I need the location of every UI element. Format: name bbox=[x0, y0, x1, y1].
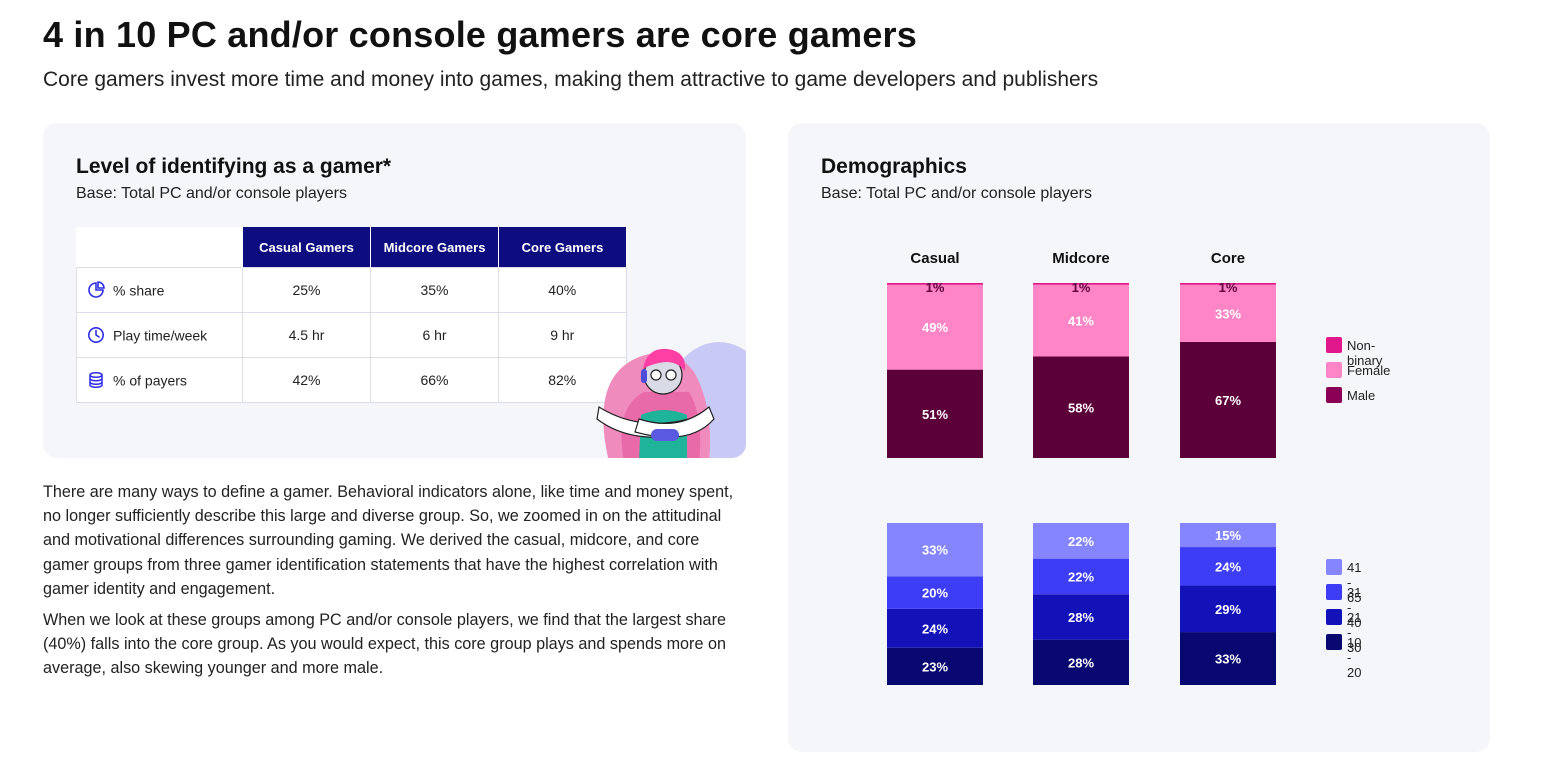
demographics-card: Demographics Base: Total PC and/or conso… bbox=[788, 123, 1490, 752]
body-paragraph-1: There are many ways to define a gamer. B… bbox=[43, 483, 734, 598]
data-label: 22% bbox=[1068, 569, 1094, 584]
category-label-midcore: Midcore bbox=[1052, 250, 1110, 267]
data-label: 24% bbox=[1215, 559, 1241, 574]
pie-chart-icon bbox=[87, 281, 105, 299]
bar-segment-21-30-core bbox=[1180, 585, 1276, 633]
data-label: 23% bbox=[922, 659, 948, 674]
column-header-midcore: Midcore Gamers bbox=[370, 227, 499, 268]
legend-swatch bbox=[1326, 362, 1342, 378]
bar-segment-21-30-casual bbox=[887, 608, 983, 648]
category-label-casual: Casual bbox=[910, 250, 959, 267]
page-subtitle: Core gamers invest more time and money i… bbox=[43, 68, 1099, 91]
legend-swatch bbox=[1326, 609, 1342, 625]
legend-swatch bbox=[1326, 634, 1342, 650]
bar-segment-10-20-core bbox=[1180, 632, 1276, 685]
data-label: 33% bbox=[922, 543, 948, 558]
legend-swatch bbox=[1326, 387, 1342, 403]
bar-segment-female-casual bbox=[887, 284, 983, 370]
clock-icon bbox=[87, 326, 105, 344]
gamer-level-title: Level of identifying as a gamer* bbox=[76, 155, 392, 178]
page-title: 4 in 10 PC and/or console gamers are cor… bbox=[43, 14, 917, 55]
table-row: % of payers 42% 66% 82% bbox=[76, 357, 627, 403]
column-header-core: Core Gamers bbox=[498, 227, 626, 268]
column-header-casual: Casual Gamers bbox=[242, 227, 371, 268]
row-label-share: % share bbox=[76, 267, 243, 313]
demographics-title: Demographics bbox=[821, 155, 967, 178]
data-label: 22% bbox=[1068, 534, 1094, 549]
data-label: 1% bbox=[1072, 280, 1091, 295]
data-label: 15% bbox=[1215, 528, 1241, 543]
bar-segment-non-binary-casual bbox=[887, 283, 983, 285]
data-label: 58% bbox=[1068, 400, 1094, 415]
bar-segment-41-65-casual bbox=[887, 523, 983, 577]
bar-segment-female-core bbox=[1180, 284, 1276, 342]
data-label: 1% bbox=[1219, 280, 1238, 295]
body-paragraph-2: When we look at these groups among PC an… bbox=[43, 611, 726, 678]
data-label: 28% bbox=[1068, 655, 1094, 670]
table-cell: 40% bbox=[498, 267, 627, 313]
table-row: % share 25% 35% 40% bbox=[76, 267, 627, 313]
row-label-playtime: Play time/week bbox=[76, 312, 243, 358]
data-label: 20% bbox=[922, 586, 948, 601]
bar-segment-21-30-midcore bbox=[1033, 594, 1129, 640]
table-row: Play time/week 4.5 hr 6 hr 9 hr bbox=[76, 312, 627, 358]
bar-segment-male-midcore bbox=[1033, 356, 1129, 458]
data-label: 33% bbox=[1215, 652, 1241, 667]
bar-segment-non-binary-midcore bbox=[1033, 283, 1129, 285]
table-cell: 35% bbox=[370, 267, 499, 313]
data-label: 41% bbox=[1068, 314, 1094, 329]
coins-icon bbox=[87, 371, 105, 389]
bar-segment-male-casual bbox=[887, 369, 983, 458]
gamer-level-table: Casual Gamers Midcore Gamers Core Gamers… bbox=[76, 227, 627, 403]
table-cell: 82% bbox=[498, 357, 627, 403]
bar-segment-10-20-casual bbox=[887, 647, 983, 685]
bar-segment-41-65-core bbox=[1180, 523, 1276, 548]
data-label: 51% bbox=[922, 407, 948, 422]
table-cell: 66% bbox=[370, 357, 499, 403]
table-cell: 25% bbox=[242, 267, 371, 313]
table-cell: 6 hr bbox=[370, 312, 499, 358]
legend-swatch bbox=[1326, 584, 1342, 600]
data-label: 67% bbox=[1215, 393, 1241, 408]
data-label: 1% bbox=[926, 280, 945, 295]
bar-segment-female-midcore bbox=[1033, 284, 1129, 357]
bar-segment-31-40-midcore bbox=[1033, 558, 1129, 595]
gamer-level-base: Base: Total PC and/or console players bbox=[76, 185, 347, 202]
legend-swatch bbox=[1326, 337, 1342, 353]
category-label-core: Core bbox=[1211, 250, 1245, 267]
gamer-illustration bbox=[596, 342, 746, 458]
legend-swatch bbox=[1326, 559, 1342, 575]
bar-segment-10-20-midcore bbox=[1033, 639, 1129, 685]
demographics-base: Base: Total PC and/or console players bbox=[821, 185, 1092, 202]
data-label: 29% bbox=[1215, 602, 1241, 617]
bar-segment-non-binary-core bbox=[1180, 283, 1276, 285]
bar-segment-41-65-midcore bbox=[1033, 523, 1129, 559]
bar-segment-31-40-casual bbox=[887, 576, 983, 609]
gamer-level-card: Level of identifying as a gamer* Base: T… bbox=[43, 123, 746, 458]
data-label: 28% bbox=[1068, 610, 1094, 625]
bar-segment-31-40-core bbox=[1180, 547, 1276, 586]
data-label: 49% bbox=[922, 320, 948, 335]
data-label: 24% bbox=[922, 621, 948, 636]
table-corner bbox=[77, 227, 243, 268]
row-label-payers: % of payers bbox=[76, 357, 243, 403]
bar-segment-male-core bbox=[1180, 341, 1276, 458]
table-cell: 4.5 hr bbox=[242, 312, 371, 358]
table-cell: 42% bbox=[242, 357, 371, 403]
demographics-chart: Casual 51% 49% 1% Midcore 58% 41% 1% Core 67% 33% 1… bbox=[887, 250, 1276, 685]
data-label: 33% bbox=[1215, 306, 1241, 321]
